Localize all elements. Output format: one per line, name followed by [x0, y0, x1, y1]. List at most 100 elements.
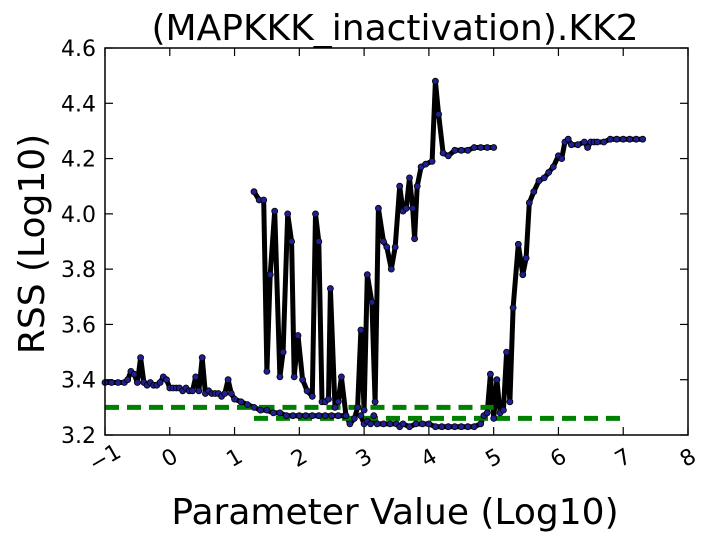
data-point-2-30 [360, 406, 368, 414]
data-point-3-46 [564, 135, 572, 143]
data-point-2-34 [374, 204, 382, 212]
data-point-2-25 [342, 412, 350, 420]
plot-area-frame [104, 47, 689, 436]
data-point-3-23 [477, 420, 485, 428]
data-point-2-6 [271, 207, 279, 215]
data-point-1-35 [221, 390, 229, 397]
data-point-2-57 [477, 144, 485, 151]
data-point-2-9 [284, 210, 292, 218]
y-axis-ticks: 3.2 3.4 3.6 3.8 4.0 4.2 4.4 4.6 [61, 37, 688, 449]
data-point-3-26 [486, 370, 494, 378]
y-tick-label: 3.6 [61, 313, 96, 338]
data-point-2-41 [402, 204, 410, 212]
data-point-3-13 [412, 420, 420, 428]
data-point-3-35 [519, 271, 527, 279]
data-point-2-47 [422, 160, 430, 168]
data-point-2-12 [294, 332, 302, 339]
data-point-2-51 [439, 149, 447, 157]
data-point-3-47 [568, 141, 575, 149]
x-axis-label: Parameter Value (Log10) [171, 492, 618, 533]
data-point-3-11 [399, 420, 407, 428]
data-point-2-53 [451, 146, 459, 154]
data-point-1-9 [137, 354, 145, 362]
threshold-group [105, 404, 624, 421]
y-tick-label: 4.6 [61, 37, 96, 62]
data-point-2-10 [288, 238, 296, 245]
chart-title: (MAPKKK_inactivation).KK2 [152, 8, 639, 49]
y-tick-label: 4.4 [61, 92, 96, 117]
data-point-1-50 [308, 412, 316, 420]
data-point-2-22 [331, 403, 339, 411]
x-tick-label: 7 [611, 444, 636, 473]
data-point-2-42 [406, 174, 413, 182]
x-tick-label: 2 [287, 444, 312, 473]
y-tick-label: 3.4 [61, 369, 96, 394]
data-point-2-50 [435, 110, 443, 118]
data-point-3-4 [367, 420, 375, 428]
data-point-1-48 [295, 412, 303, 420]
data-point-3-33 [509, 304, 517, 312]
data-point-3-34 [514, 240, 522, 248]
data-point-3-31 [503, 348, 511, 356]
data-point-2-33 [371, 398, 379, 406]
x-tick-label: 5 [482, 444, 507, 473]
data-point-1-52 [321, 412, 329, 420]
y-tick-label: 3.8 [61, 258, 96, 283]
data-point-2-15 [308, 392, 316, 400]
x-tick-label: 8 [676, 444, 701, 473]
data-point-2-27 [350, 414, 358, 422]
data-point-1-45 [276, 409, 284, 417]
data-point-2-28 [354, 403, 362, 411]
data-point-3-17 [438, 423, 446, 431]
data-point-2-32 [368, 298, 376, 306]
data-point-2-39 [396, 182, 404, 190]
y-tick-label: 3.2 [61, 424, 96, 449]
data-point-3-19 [451, 423, 459, 431]
data-point-3-20 [457, 423, 465, 431]
data-point-3-59 [632, 135, 640, 143]
data-point-3-49 [581, 138, 588, 146]
data-point-2-26 [346, 420, 354, 428]
data-point-3-38 [530, 188, 538, 196]
data-point-3-12 [406, 423, 413, 431]
data-point-2-29 [357, 326, 365, 334]
data-point-1-38 [231, 395, 239, 403]
data-point-1-2 [108, 379, 115, 386]
data-point-1-53 [328, 412, 336, 420]
data-point-2-17 [315, 238, 323, 245]
y-tick-label: 4.0 [61, 203, 96, 228]
data-point-2-45 [413, 182, 421, 190]
data-point-2-31 [363, 271, 371, 279]
data-point-2-1 [250, 188, 258, 196]
data-point-3-37 [525, 199, 533, 207]
data-point-3-18 [444, 423, 452, 431]
series-line-3 [358, 136, 643, 430]
x-tick-label: 3 [352, 444, 377, 473]
data-point-2-44 [411, 235, 419, 243]
data-point-1-3 [114, 379, 122, 386]
line-series-group [105, 78, 643, 430]
data-point-3-36 [522, 254, 530, 262]
data-point-3-42 [549, 163, 557, 171]
data-point-1-39 [237, 398, 245, 406]
data-point-2-24 [337, 373, 345, 381]
data-point-3-40 [540, 174, 548, 182]
data-point-3-44 [558, 155, 566, 163]
data-point-1-47 [289, 412, 297, 420]
data-point-3-7 [380, 420, 387, 428]
data-point-1-36 [224, 376, 232, 384]
data-point-2-54 [457, 146, 465, 154]
data-point-3-58 [626, 135, 634, 143]
data-point-1-26 [192, 373, 200, 381]
data-point-1-5 [124, 376, 132, 384]
data-point-3-56 [613, 135, 621, 143]
data-point-2-49 [431, 77, 439, 85]
data-point-3-54 [600, 138, 608, 146]
data-point-1-43 [263, 406, 271, 414]
data-point-3-41 [545, 168, 553, 176]
data-point-3-15 [425, 420, 433, 428]
data-point-2-52 [444, 152, 452, 160]
data-point-2-43 [409, 204, 417, 212]
data-point-2-16 [312, 210, 319, 218]
